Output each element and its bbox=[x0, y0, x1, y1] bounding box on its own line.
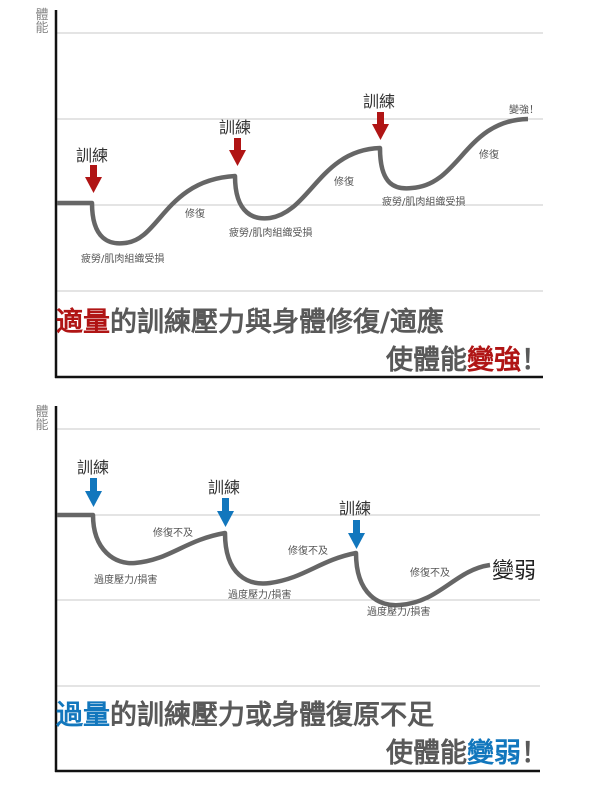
training-arrow-icon bbox=[85, 165, 102, 193]
weaker-end-label: 變弱 bbox=[492, 559, 537, 584]
training-arrow-icon bbox=[217, 498, 234, 527]
caption-highlight: 變強 bbox=[467, 345, 521, 376]
caption-suffix: ！ bbox=[521, 738, 548, 769]
training-arrow-icon bbox=[348, 520, 365, 549]
training-label: 訓練 bbox=[219, 118, 252, 137]
top-diagram: 體能 訓練 訓練 訓練 疲勞/肌肉組織受損 疲勞/肌肉組織受損 疲勞/肌肉組織受… bbox=[0, 0, 600, 390]
training-arrow-icon bbox=[229, 138, 246, 166]
insufficient-repair-label: 修復不及 bbox=[410, 568, 450, 579]
caption-highlight: 過量 bbox=[56, 700, 110, 731]
damage-label: 過度壓力/損害 bbox=[228, 590, 292, 601]
insufficient-repair-label: 修復不及 bbox=[288, 546, 328, 557]
caption-line-2: 使體能變強！ bbox=[386, 338, 548, 377]
training-label: 訓練 bbox=[208, 478, 241, 497]
caption-line-1: 過量的訓練壓力或身體復原不足 bbox=[56, 693, 434, 732]
insufficient-repair-label: 修復不及 bbox=[153, 528, 193, 539]
bottom-diagram: 體能 訓練 訓練 訓練 過度壓力/損害 過度壓力/損害 過度壓力/損害 修復不及… bbox=[0, 390, 600, 789]
caption-suffix: ！ bbox=[521, 345, 548, 376]
training-label: 訓練 bbox=[77, 458, 110, 477]
fitness-curve bbox=[57, 116, 529, 246]
repair-label: 修復 bbox=[185, 209, 205, 220]
fatigue-label: 疲勞/肌肉組織受損 bbox=[382, 197, 466, 208]
training-arrow-icon bbox=[85, 478, 102, 507]
repair-label: 修復 bbox=[334, 177, 354, 188]
y-axis-label: 體能 bbox=[35, 405, 49, 433]
y-axis-label: 體能 bbox=[35, 8, 49, 36]
top-diagram-graphic bbox=[54, 10, 543, 379]
fitness-curve bbox=[57, 512, 491, 608]
caption-line-1: 適量的訓練壓力與身體修復/適應 bbox=[56, 300, 444, 339]
fatigue-label: 疲勞/肌肉組織受損 bbox=[81, 254, 165, 265]
training-label: 訓練 bbox=[76, 146, 109, 165]
caption-text: 使體能 bbox=[386, 738, 467, 769]
stronger-end-label: 變強！ bbox=[509, 105, 539, 116]
bottom-diagram-graphic bbox=[54, 406, 540, 773]
caption-line-2: 使體能變弱！ bbox=[386, 731, 548, 770]
damage-label: 過度壓力/損害 bbox=[94, 575, 158, 586]
repair-label: 修復 bbox=[479, 150, 499, 161]
training-arrow-icon bbox=[372, 112, 389, 140]
training-label: 訓練 bbox=[363, 92, 396, 111]
caption-text: 的訓練壓力或身體復原不足 bbox=[110, 700, 434, 731]
training-label: 訓練 bbox=[339, 499, 372, 518]
caption-highlight: 適量 bbox=[56, 307, 110, 338]
caption-text: 使體能 bbox=[386, 345, 467, 376]
fatigue-label: 疲勞/肌肉組織受損 bbox=[229, 228, 313, 239]
caption-highlight: 變弱 bbox=[467, 738, 521, 769]
caption-text: 的訓練壓力與身體修復/適應 bbox=[110, 307, 444, 338]
damage-label: 過度壓力/損害 bbox=[367, 607, 431, 618]
